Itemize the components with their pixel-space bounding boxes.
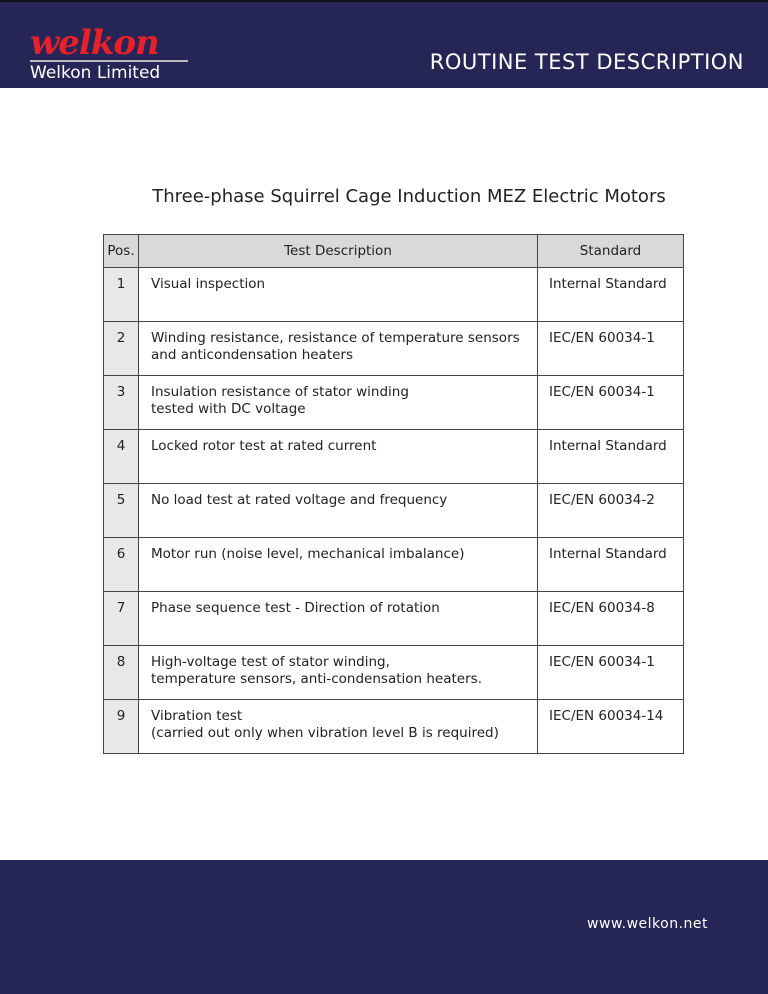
cell-standard: IEC/EN 60034-1 (537, 321, 684, 376)
logo-divider (30, 60, 188, 62)
description-line: Insulation resistance of stator winding (151, 384, 409, 400)
cell-pos: 3 (103, 375, 139, 430)
cell-standard: IEC/EN 60034-14 (537, 699, 684, 754)
page-subtitle: Three-phase Squirrel Cage Induction MEZ … (152, 186, 666, 207)
cell-pos: 8 (103, 645, 139, 700)
cell-standard: Internal Standard (537, 267, 684, 322)
cell-standard: IEC/EN 60034-1 (537, 645, 684, 700)
logo-wordmark: welkon (30, 23, 160, 63)
header-standard: Standard (537, 234, 684, 268)
cell-description: Winding resistance, resistance of temper… (138, 321, 538, 376)
cell-description: Motor run (noise level, mechanical imbal… (138, 537, 538, 592)
table-row: 1 Visual inspection Internal Standard (103, 267, 684, 322)
cell-pos: 4 (103, 429, 139, 484)
table-row: 3 Insulation resistance of stator winding… (103, 375, 684, 430)
table-row: 9 Vibration test (carried out only when vi… (103, 699, 684, 754)
description-line: Winding resistance, resistance of temper… (151, 330, 520, 346)
cell-description: Phase sequence test - Direction of rotat… (138, 591, 538, 646)
header-banner: welkon Welkon Limited ROUTINE TEST DESCR… (0, 0, 768, 88)
cell-pos: 9 (103, 699, 139, 754)
description-line: temperature sensors, anti-condensation h… (151, 671, 482, 687)
cell-pos: 5 (103, 483, 139, 538)
cell-description: Locked rotor test at rated current (138, 429, 538, 484)
description-line: No load test at rated voltage and freque… (151, 492, 448, 508)
cell-description: Visual inspection (138, 267, 538, 322)
table-row: 5 No load test at rated voltage and frequ… (103, 483, 684, 538)
website-link[interactable]: www.welkon.net (587, 916, 708, 932)
cell-standard: IEC/EN 60034-1 (537, 375, 684, 430)
cell-pos: 7 (103, 591, 139, 646)
table-row: 6 Motor run (noise level, mechanical imba… (103, 537, 684, 592)
cell-standard: Internal Standard (537, 429, 684, 484)
table-row: 2 Winding resistance, resistance of tempe… (103, 321, 684, 376)
table-row: 7 Phase sequence test - Direction of rota… (103, 591, 684, 646)
description-line: Visual inspection (151, 276, 266, 292)
header-description: Test Description (138, 234, 538, 268)
logo-subtitle: Welkon Limited (30, 63, 161, 83)
description-line: tested with DC voltage (151, 401, 306, 417)
cell-standard: IEC/EN 60034-2 (537, 483, 684, 538)
description-line: and anticondensation heaters (151, 347, 354, 363)
cell-description: High-voltage test of stator winding, temp… (138, 645, 538, 700)
description-line: Locked rotor test at rated current (151, 438, 377, 454)
welkon-logo: welkon Welkon Limited (30, 23, 188, 83)
cell-pos: 1 (103, 267, 139, 322)
test-table: Pos. Test Description Standard 1 Visual i… (103, 234, 684, 754)
header-pos: Pos. (103, 234, 139, 268)
cell-standard: IEC/EN 60034-8 (537, 591, 684, 646)
cell-pos: 2 (103, 321, 139, 376)
document-title: ROUTINE TEST DESCRIPTION (429, 50, 744, 74)
description-line: Phase sequence test - Direction of rotat… (151, 600, 440, 616)
cell-standard: Internal Standard (537, 537, 684, 592)
description-line: High-voltage test of stator winding, (151, 654, 390, 670)
cell-description: No load test at rated voltage and freque… (138, 483, 538, 538)
footer-banner: www.welkon.net (0, 860, 768, 994)
description-line: Motor run (noise level, mechanical imbal… (151, 546, 465, 562)
cell-description: Vibration test (carried out only when vib… (138, 699, 538, 754)
description-line: Vibration test (151, 708, 243, 724)
table-row: 4 Locked rotor test at rated current Inter… (103, 429, 684, 484)
table-row: 8 High-voltage test of stator winding, tem… (103, 645, 684, 700)
cell-description: Insulation resistance of stator winding t… (138, 375, 538, 430)
cell-pos: 6 (103, 537, 139, 592)
description-line: (carried out only when vibration level B… (151, 725, 499, 741)
